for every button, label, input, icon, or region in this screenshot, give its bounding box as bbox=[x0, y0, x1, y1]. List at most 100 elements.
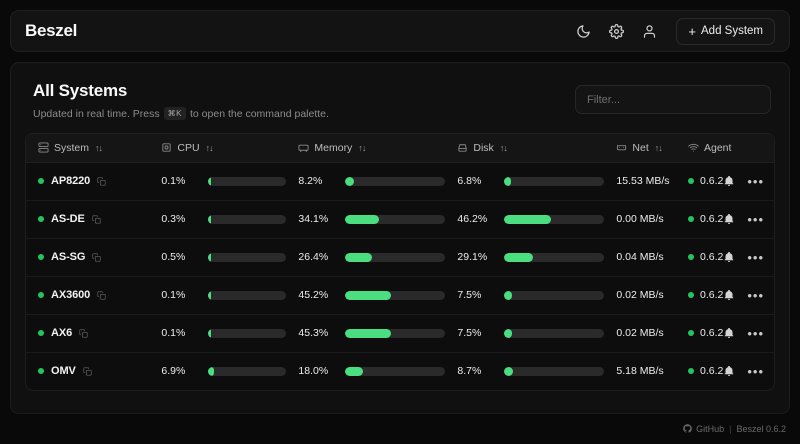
system-name: AX3600 bbox=[51, 289, 91, 301]
col-header-agent-label: Agent bbox=[703, 141, 732, 154]
progress-track bbox=[208, 214, 287, 224]
progress-fill bbox=[345, 328, 391, 338]
cell-cpu: 6.9% bbox=[149, 352, 287, 390]
alerts-bell-icon[interactable] bbox=[723, 213, 735, 225]
memory-value: 45.2% bbox=[298, 289, 329, 301]
row-menu-icon[interactable]: ••• bbox=[747, 249, 764, 265]
col-header-net-label: Net bbox=[632, 141, 649, 154]
progress-fill bbox=[345, 290, 391, 300]
user-icon[interactable] bbox=[639, 21, 659, 41]
progress-fill bbox=[208, 252, 211, 262]
page-subtitle: Updated in real time. Press ⌘K to open t… bbox=[33, 107, 329, 120]
cell-system: AX6 bbox=[26, 314, 149, 352]
table-row[interactable]: AS-DE 0.3% 34.1% 46.2% 0.00 MB/s 0.6.2 ••• bbox=[26, 200, 774, 238]
subtitle-text-before: Updated in real time. Press bbox=[33, 107, 160, 120]
table-row[interactable]: AX6 0.1% 45.3% 7.5% 0.02 MB/s 0.6.2 ••• bbox=[26, 314, 774, 352]
agent-version: 0.6.2 bbox=[699, 213, 724, 225]
alerts-bell-icon[interactable] bbox=[723, 175, 735, 187]
copy-icon[interactable] bbox=[83, 367, 92, 376]
table-head: System ↑↓ bbox=[26, 134, 774, 163]
cell-agent-actions: 0.6.2 ••• bbox=[676, 314, 774, 352]
github-icon bbox=[683, 423, 692, 435]
memory-value: 26.4% bbox=[298, 251, 329, 263]
progress-fill bbox=[345, 176, 354, 186]
sort-icon-disk: ↑↓ bbox=[499, 142, 508, 153]
cell-memory: 45.3% bbox=[286, 314, 446, 352]
agent-version: 0.6.2 bbox=[699, 365, 724, 378]
status-dot bbox=[38, 330, 44, 336]
agent-status-dot bbox=[687, 254, 694, 260]
memory-value: 18.0% bbox=[298, 365, 329, 378]
row-menu-icon[interactable]: ••• bbox=[747, 173, 764, 189]
col-header-memory[interactable]: Memory ↑↓ bbox=[286, 134, 446, 163]
gear-icon[interactable] bbox=[606, 21, 626, 41]
row-menu-icon[interactable]: ••• bbox=[747, 211, 764, 227]
alerts-bell-icon[interactable] bbox=[723, 251, 735, 263]
system-name: AX6 bbox=[51, 327, 73, 339]
cell-net: 0.02 MB/s bbox=[604, 276, 676, 314]
table-row[interactable]: AP8220 0.1% 8.2% 6.8% 15.53 MB/s 0.6.2 ••• bbox=[26, 162, 774, 200]
row-menu-icon[interactable]: ••• bbox=[747, 363, 764, 379]
row-menu-icon[interactable]: ••• bbox=[747, 325, 764, 341]
table-header-row: System ↑↓ bbox=[26, 134, 774, 163]
systems-table: System ↑↓ bbox=[26, 134, 774, 390]
cpu-value: 0.1% bbox=[161, 327, 186, 339]
harddrive-icon bbox=[457, 142, 468, 153]
progress-track bbox=[504, 214, 605, 224]
cell-disk: 46.2% bbox=[445, 200, 605, 238]
filter-input[interactable] bbox=[575, 85, 771, 114]
cell-memory: 45.2% bbox=[286, 276, 446, 314]
table-row[interactable]: AX3600 0.1% 45.2% 7.5% 0.02 MB/s 0.6.2 ••• bbox=[26, 276, 774, 314]
footer-content: GitHub | Beszel 0.6.2 bbox=[683, 423, 786, 435]
network-icon bbox=[616, 142, 627, 153]
col-header-net[interactable]: Net ↑↓ bbox=[604, 134, 676, 163]
copy-icon[interactable] bbox=[92, 252, 101, 262]
memory-icon bbox=[298, 142, 309, 153]
progress-track bbox=[504, 176, 605, 186]
add-system-button[interactable]: + Add System bbox=[676, 17, 775, 45]
alerts-bell-icon[interactable] bbox=[723, 327, 735, 339]
progress-fill bbox=[504, 214, 551, 224]
col-header-cpu[interactable]: CPU ↑↓ bbox=[149, 134, 287, 163]
progress-fill bbox=[208, 290, 211, 300]
progress-fill bbox=[208, 214, 211, 224]
sort-icon-cpu: ↑↓ bbox=[205, 142, 214, 153]
github-link[interactable]: GitHub bbox=[683, 423, 724, 435]
copy-icon[interactable] bbox=[97, 290, 106, 300]
copy-icon[interactable] bbox=[79, 328, 88, 338]
app-footer: GitHub | Beszel 0.6.2 bbox=[10, 414, 790, 444]
alerts-bell-icon[interactable] bbox=[723, 289, 735, 301]
row-menu-icon[interactable]: ••• bbox=[747, 287, 764, 303]
cell-agent-actions: 0.6.2 ••• bbox=[676, 276, 774, 314]
cell-memory: 8.2% bbox=[286, 162, 446, 200]
progress-track bbox=[345, 252, 446, 262]
cell-disk: 29.1% bbox=[445, 238, 605, 276]
footer-separator: | bbox=[729, 424, 732, 434]
table-row[interactable]: OMV 6.9% 18.0% 8.7% 5.18 MB/s 0.6.2 ••• bbox=[26, 352, 774, 390]
net-value: 5.18 MB/s bbox=[616, 365, 664, 378]
agent-status-dot bbox=[687, 292, 694, 298]
cell-agent-actions: 0.6.2 ••• bbox=[676, 200, 774, 238]
header-actions: + Add System bbox=[573, 17, 775, 45]
col-header-agent: Agent bbox=[675, 134, 774, 163]
memory-value: 45.3% bbox=[298, 327, 329, 339]
alerts-bell-icon[interactable] bbox=[723, 365, 735, 377]
agent-version: 0.6.2 bbox=[699, 251, 724, 263]
table-row[interactable]: AS-SG 0.5% 26.4% 29.1% 0.04 MB/s 0.6.2 ••• bbox=[26, 238, 774, 276]
cell-agent-actions: 0.6.2 ••• bbox=[676, 352, 774, 390]
copy-icon[interactable] bbox=[92, 214, 101, 224]
col-header-disk[interactable]: Disk ↑↓ bbox=[445, 134, 605, 163]
progress-track bbox=[208, 176, 287, 186]
theme-toggle-icon[interactable] bbox=[573, 21, 593, 41]
progress-fill bbox=[504, 328, 512, 338]
cell-disk: 6.8% bbox=[445, 162, 605, 200]
progress-fill bbox=[345, 252, 372, 262]
memory-value: 34.1% bbox=[298, 213, 329, 225]
progress-fill bbox=[345, 366, 364, 376]
progress-track bbox=[345, 214, 446, 224]
copy-icon[interactable] bbox=[97, 176, 106, 186]
col-header-system[interactable]: System ↑↓ bbox=[26, 134, 150, 163]
agent-status-dot bbox=[687, 216, 694, 222]
cell-cpu: 0.3% bbox=[149, 200, 287, 238]
cell-disk: 7.5% bbox=[445, 314, 605, 352]
